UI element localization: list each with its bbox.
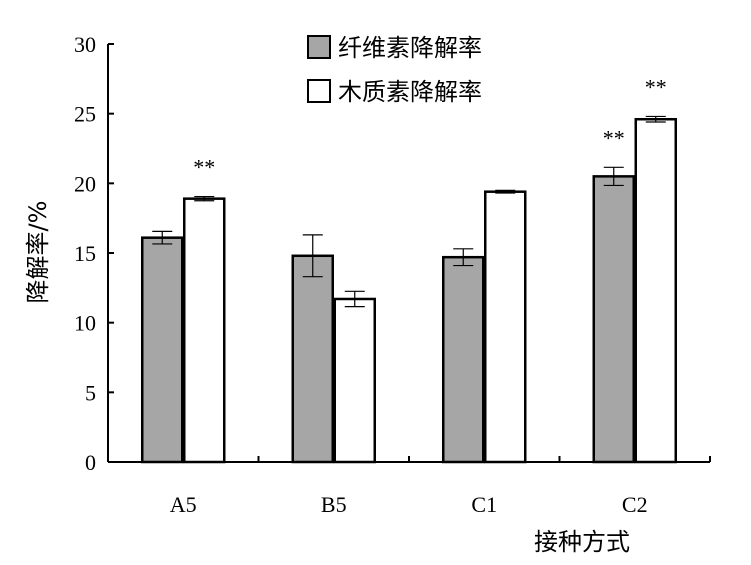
error-bar <box>645 115 666 123</box>
significance-mark: ** <box>603 125 625 150</box>
legend-label-series-1: 纤维素降解率 <box>338 34 482 62</box>
error-bar <box>152 230 173 245</box>
x-tick-label: A5 <box>170 492 197 517</box>
error-bar <box>302 234 323 278</box>
x-tick-label: B5 <box>321 492 347 517</box>
y-tick-label: 25 <box>74 102 96 127</box>
y-tick-label: 10 <box>74 311 96 336</box>
significance-mark: ** <box>193 155 215 180</box>
bar-series-2-a5 <box>183 197 226 464</box>
error-bar <box>194 195 215 202</box>
error-bar <box>603 166 624 187</box>
legend-swatch-series-1 <box>307 35 331 59</box>
error-bars <box>152 115 666 308</box>
error-bar <box>495 189 516 194</box>
x-tick-label: C1 <box>471 492 497 517</box>
bar-series-2-c2 <box>634 117 677 464</box>
y-tick-label: 20 <box>74 171 96 196</box>
bars <box>141 117 677 464</box>
y-tick-label: 0 <box>85 450 96 475</box>
error-bar <box>344 290 365 308</box>
significance-mark: ** <box>645 74 667 99</box>
y-axis: 0 5 10 15 20 25 30 <box>74 32 114 475</box>
legend-swatch-series-2 <box>307 79 331 103</box>
bar-series-2-b5 <box>333 297 376 464</box>
y-tick-label: 30 <box>74 32 96 57</box>
y-tick-label: 5 <box>85 380 96 405</box>
bar-series-1-c1 <box>442 255 485 464</box>
legend: 纤维素降解率 木质素降解率 <box>307 34 482 106</box>
x-axis-title: 接种方式 <box>534 528 630 556</box>
y-tick-label: 15 <box>74 241 96 266</box>
x-axis: A5 B5 C1 C2 <box>107 456 711 517</box>
error-bar <box>453 248 474 267</box>
y-axis-title: 降解率/% <box>24 201 52 304</box>
bar-series-1-a5 <box>141 236 184 464</box>
legend-label-series-2: 木质素降解率 <box>338 78 482 106</box>
x-tick-label: C2 <box>622 492 648 517</box>
bar-series-1-b5 <box>291 254 334 464</box>
bar-series-2-c1 <box>484 190 527 464</box>
bar-series-1-c2 <box>592 175 635 464</box>
significance-marks: ** ** ** <box>193 74 667 179</box>
